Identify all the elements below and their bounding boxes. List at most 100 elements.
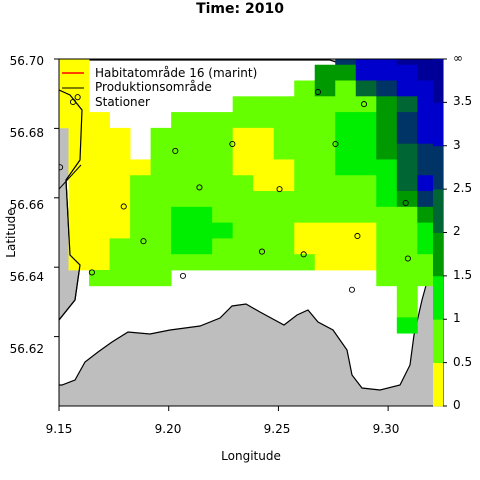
heatmap-cell <box>212 143 234 160</box>
colorbar-segment <box>433 145 443 190</box>
colorbar-label: 2.5 <box>453 181 473 195</box>
heatmap-cell <box>396 254 418 271</box>
heatmap-cell <box>253 238 275 255</box>
heatmap-cell <box>212 159 234 176</box>
heatmap-cell <box>191 238 213 255</box>
heatmap-cell <box>335 254 357 271</box>
heatmap-cell <box>273 96 295 113</box>
heatmap-cell <box>458 207 479 223</box>
heatmap-cell <box>355 112 377 129</box>
heatmap-cell <box>171 143 193 160</box>
heatmap-cell <box>109 143 131 160</box>
heatmap-cell <box>396 238 418 255</box>
heatmap-cell <box>396 222 418 239</box>
chart-title: Time: 2010 <box>196 1 284 17</box>
heatmap-cell <box>355 206 377 224</box>
heatmap-cell <box>232 127 254 145</box>
heatmap-cell <box>232 238 254 255</box>
heatmap-cell <box>355 159 377 176</box>
station-marker <box>74 94 81 101</box>
heatmap-cell <box>396 269 418 287</box>
heatmap-cell <box>294 238 316 255</box>
heatmap-cell <box>376 96 398 113</box>
heatmap-cell <box>253 222 275 239</box>
heatmap-cell <box>212 206 234 224</box>
heatmap-cell <box>150 159 172 176</box>
heatmap-cell <box>150 191 172 208</box>
heatmap-cell <box>232 222 254 239</box>
heatmap-cell <box>396 175 418 192</box>
heatmap-cell <box>232 175 254 192</box>
heatmap-cell <box>314 254 336 271</box>
heatmap-cell <box>376 59 398 66</box>
heatmap-cell <box>294 222 316 239</box>
heatmap-cell <box>396 301 418 318</box>
heatmap-cell <box>130 254 152 271</box>
heatmap-cell <box>59 96 69 113</box>
heatmap-cell <box>109 159 131 176</box>
heatmap-cell <box>458 112 479 128</box>
heatmap-cell <box>294 80 316 97</box>
heatmap-cell <box>253 206 275 224</box>
colorbar-segment <box>433 102 443 147</box>
heatmap-cell <box>294 191 316 208</box>
heatmap-cell <box>109 254 131 271</box>
heatmap-cell <box>232 112 254 129</box>
heatmap-cell <box>109 222 131 239</box>
heatmap-cell <box>212 238 234 255</box>
heatmap-cell <box>59 112 69 129</box>
heatmap-cell <box>376 254 398 271</box>
heatmap-cell <box>314 143 336 160</box>
heatmap-cell <box>253 96 275 113</box>
heatmap-cell <box>294 254 316 271</box>
heatmap-cell <box>458 128 479 144</box>
heatmap-cell <box>232 191 254 208</box>
heatmap-cell <box>376 191 398 208</box>
legend-label-production: Produktionsområde <box>95 80 212 94</box>
heatmap-cell <box>458 159 479 175</box>
heatmap-cell <box>396 80 418 97</box>
heatmap-cell <box>376 64 398 81</box>
heatmap-cell <box>232 206 254 224</box>
heatmap-cell <box>69 33 90 49</box>
heatmap-cell <box>376 127 398 145</box>
y-tick-label: 56.66 <box>9 198 44 212</box>
heatmap-cell <box>376 80 398 97</box>
heatmap-cell <box>89 238 110 255</box>
heatmap-cell <box>314 80 336 97</box>
heatmap-cell <box>150 269 172 287</box>
heatmap-cell <box>68 112 90 129</box>
colorbar-segment <box>433 319 443 364</box>
station-marker <box>332 140 339 148</box>
colorbar-segment <box>433 275 443 320</box>
heatmap-cell <box>89 222 110 239</box>
heatmap-cell <box>68 143 90 160</box>
heatmap-cell <box>335 222 357 239</box>
heatmap-cell <box>191 191 213 208</box>
heatmap-cell <box>89 143 110 160</box>
heatmap-cell <box>253 143 275 160</box>
station-marker <box>196 184 203 191</box>
heatmap-cell <box>212 191 234 208</box>
heatmap-cell <box>376 143 398 160</box>
station-marker <box>404 255 411 262</box>
y-tick-label: 56.62 <box>9 342 44 356</box>
heatmap-cell <box>355 127 377 145</box>
heatmap-cell <box>212 112 234 129</box>
heatmap-cell <box>69 17 90 33</box>
station-marker <box>300 251 307 258</box>
heatmap-cell <box>396 64 418 81</box>
station-marker <box>229 140 236 148</box>
heatmap-cell <box>171 127 193 145</box>
heatmap-cell <box>109 269 131 287</box>
heatmap-cell <box>376 269 398 287</box>
heatmap-cell <box>335 80 357 97</box>
heatmap-cell <box>232 254 254 271</box>
heatmap-cell <box>89 127 110 145</box>
heatmap-cell <box>355 143 377 160</box>
heatmap-cell <box>150 206 172 224</box>
heatmap-cell <box>150 127 172 145</box>
colorbar-segment <box>433 362 443 407</box>
y-tick-label: 56.64 <box>9 270 44 284</box>
y-axis-label: Latitude <box>4 208 18 258</box>
